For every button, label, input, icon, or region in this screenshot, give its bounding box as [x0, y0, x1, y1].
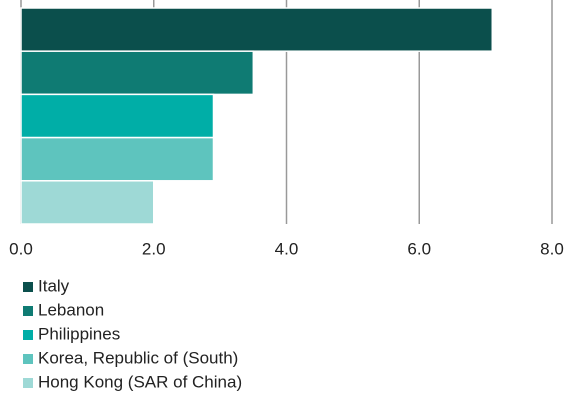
legend-swatch [23, 330, 33, 340]
legend-label: Korea, Republic of (South) [38, 348, 238, 367]
legend-swatch [23, 354, 33, 364]
legend-swatch [23, 378, 33, 388]
legend-label: Philippines [38, 324, 120, 343]
x-tick-label: 2.0 [142, 239, 166, 258]
bar [20, 7, 494, 52]
bar [20, 93, 215, 139]
legend-swatch [23, 306, 33, 316]
bar [20, 136, 215, 182]
bar [20, 50, 255, 96]
x-tick-label: 0.0 [9, 239, 33, 258]
legend-label: Italy [38, 276, 70, 295]
legend-label: Lebanon [38, 300, 104, 319]
legend-label: Hong Kong (SAR of China) [38, 372, 242, 391]
bar [20, 180, 155, 225]
x-tick-label: 4.0 [275, 239, 299, 258]
legend-swatch [23, 282, 33, 292]
x-tick-label: 6.0 [407, 239, 431, 258]
x-tick-label: 8.0 [540, 239, 564, 258]
